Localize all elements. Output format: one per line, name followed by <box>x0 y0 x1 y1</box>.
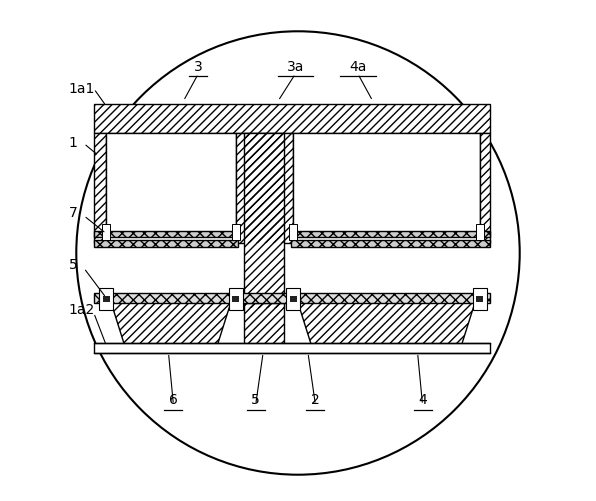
Bar <box>290 240 490 246</box>
Bar <box>94 240 238 246</box>
Bar <box>94 133 106 243</box>
Bar <box>94 230 238 237</box>
Bar <box>293 133 480 243</box>
Bar <box>232 296 239 302</box>
Bar <box>103 296 110 302</box>
Text: 3: 3 <box>194 60 203 74</box>
Bar <box>94 104 490 133</box>
Bar <box>232 224 240 239</box>
Bar <box>290 230 490 237</box>
Text: 6: 6 <box>169 393 178 407</box>
Polygon shape <box>111 303 231 350</box>
Bar <box>94 293 490 303</box>
Bar <box>244 133 284 308</box>
Bar <box>94 343 490 353</box>
Polygon shape <box>244 303 284 350</box>
Bar <box>94 230 238 237</box>
Text: 3a: 3a <box>287 60 304 74</box>
Bar <box>94 133 106 243</box>
Bar <box>290 240 490 246</box>
Bar <box>94 104 490 133</box>
Text: 2: 2 <box>311 393 320 407</box>
Bar <box>286 288 300 310</box>
Bar <box>473 288 487 310</box>
Bar <box>476 224 484 239</box>
Bar <box>236 133 265 243</box>
Bar <box>236 133 265 243</box>
Bar <box>265 133 293 243</box>
Text: 1: 1 <box>69 136 77 150</box>
Text: 4: 4 <box>418 393 427 407</box>
Bar <box>480 133 490 243</box>
Bar <box>289 224 297 239</box>
Text: 5: 5 <box>69 259 77 273</box>
Bar <box>94 240 238 246</box>
Bar <box>229 288 243 310</box>
Bar <box>94 293 490 303</box>
Bar <box>290 296 296 302</box>
Bar <box>99 288 113 310</box>
Text: 1a2: 1a2 <box>69 303 95 317</box>
Text: 1a1: 1a1 <box>69 82 95 96</box>
Bar <box>480 133 490 243</box>
Text: 4a: 4a <box>349 60 367 74</box>
Bar <box>106 133 236 243</box>
Text: 7: 7 <box>69 206 77 220</box>
Text: 5: 5 <box>252 393 260 407</box>
Bar <box>244 133 284 308</box>
Bar <box>102 224 110 239</box>
Bar <box>476 296 483 302</box>
Polygon shape <box>298 303 475 350</box>
Bar <box>290 230 490 237</box>
Bar <box>265 133 293 243</box>
